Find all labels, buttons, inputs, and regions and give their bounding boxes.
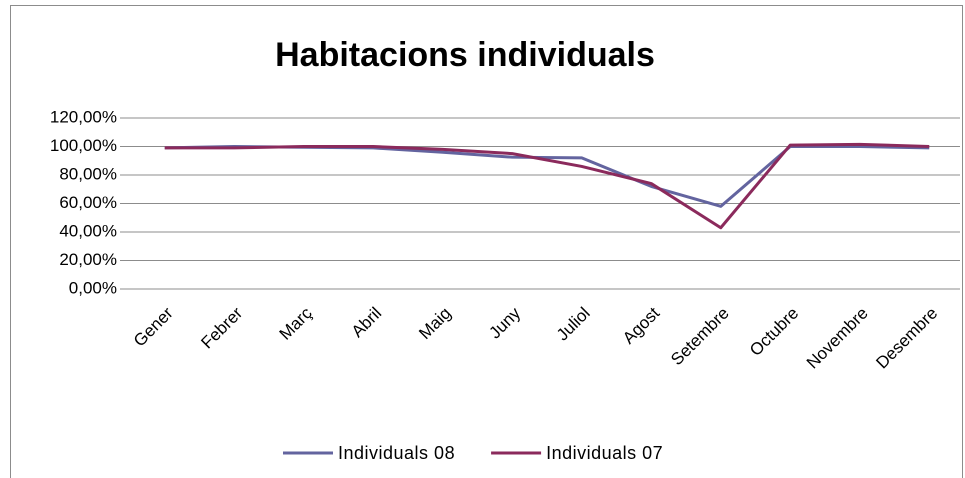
legend-label: Individuals 08 <box>338 443 455 463</box>
y-tick-label: 80,00% <box>59 164 117 183</box>
y-tick-label: 120,00% <box>50 107 117 126</box>
y-tick-label: 20,00% <box>59 250 117 269</box>
chart-title: Habitacions individuals <box>275 36 655 74</box>
series-line <box>164 142 930 230</box>
y-tick-label: 60,00% <box>59 193 117 212</box>
chart-border <box>10 5 963 478</box>
y-tick-label: 100,00% <box>50 136 117 155</box>
y-tick-label: 0,00% <box>69 278 117 297</box>
y-tick-label: 40,00% <box>59 221 117 240</box>
legend-label: Individuals 07 <box>546 443 663 463</box>
